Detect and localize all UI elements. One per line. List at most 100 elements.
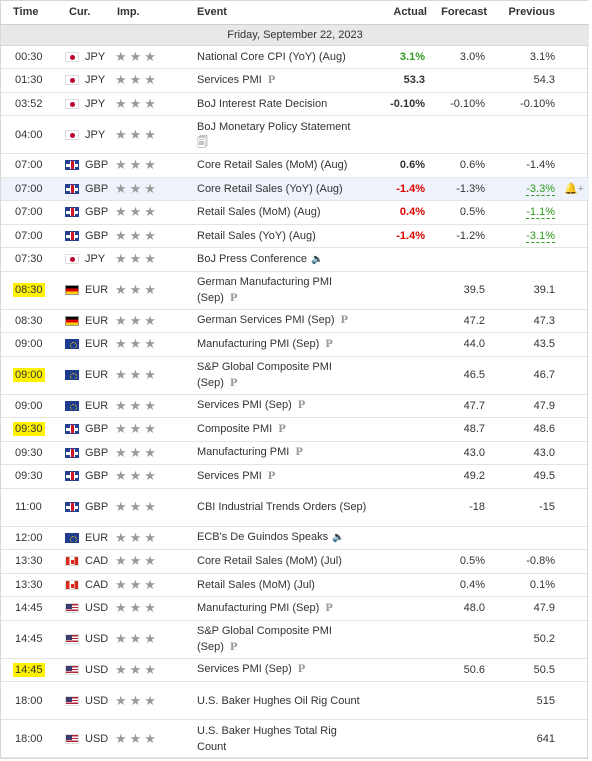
header-time[interactable]: Time: [1, 1, 57, 25]
table-row[interactable]: 03:52 JPY ★★★ BoJ Interest Rate Decision…: [1, 92, 589, 116]
forecast-value: 49.2: [433, 464, 493, 489]
table-row[interactable]: 07:00 GBP ★★★ Core Retail Sales (MoM) (A…: [1, 153, 589, 178]
event-link[interactable]: Retail Sales (MoM) (Jul): [197, 578, 315, 591]
table-row[interactable]: 09:00 EUR ★★★ S&P Global Composite PMI (…: [1, 356, 589, 395]
header-previous[interactable]: Previous: [493, 1, 559, 25]
event-time: 07:00: [15, 159, 43, 172]
event-time: 04:00: [15, 128, 43, 141]
event-link[interactable]: Services PMI (Sep): [197, 399, 292, 412]
event-time: 09:00: [13, 368, 45, 382]
uk-flag-icon: [65, 424, 79, 435]
importance-stars-icon: ★★★: [115, 468, 159, 484]
event-link[interactable]: Services PMI (Sep): [197, 663, 292, 676]
add-alert-icon[interactable]: 🔔+: [563, 183, 585, 196]
table-row[interactable]: 07:30 JPY ★★★ BoJ Press Conference 🔈: [1, 247, 589, 272]
event-link[interactable]: BoJ Interest Rate Decision: [197, 97, 328, 110]
header-importance[interactable]: Imp.: [115, 1, 195, 25]
canada-flag-icon: [65, 579, 79, 590]
event-link[interactable]: Services PMI: [197, 73, 262, 86]
event-link[interactable]: S&P Global Composite PMI (Sep): [197, 624, 332, 653]
table-row[interactable]: 18:00 USD ★★★ U.S. Baker Hughes Oil Rig …: [1, 681, 589, 720]
forecast-value: [433, 68, 493, 93]
importance-stars-icon: ★★★: [115, 444, 159, 460]
importance-stars-icon: ★★★: [115, 600, 159, 616]
previous-value: [493, 526, 559, 550]
currency-code: USD: [85, 694, 109, 707]
date-label: Friday, September 22, 2023: [1, 24, 589, 46]
event-link[interactable]: S&P Global Composite PMI (Sep): [197, 360, 332, 389]
event-link[interactable]: German Manufacturing PMI (Sep): [197, 275, 333, 304]
event-link[interactable]: Manufacturing PMI (Sep): [197, 601, 320, 614]
previous-value: 49.5: [493, 464, 559, 489]
japan-flag-icon: [65, 98, 79, 109]
actual-value: [369, 719, 433, 758]
table-row[interactable]: 11:00 GBP ★★★ CBI Industrial Trends Orde…: [1, 488, 589, 527]
table-row[interactable]: 09:00 EUR ★★★ Services PMI (Sep) P 47.7 4…: [1, 394, 589, 418]
preliminary-icon: P: [325, 338, 333, 350]
event-link[interactable]: U.S. Baker Hughes Oil Rig Count: [197, 694, 360, 707]
table-row[interactable]: 07:00 GBP ★★★ Retail Sales (YoY) (Aug) -…: [1, 224, 589, 248]
actual-value: [369, 596, 433, 621]
table-row[interactable]: 13:30 CAD ★★★ Core Retail Sales (MoM) (J…: [1, 549, 589, 574]
forecast-value: [433, 526, 493, 550]
event-link[interactable]: Retail Sales (MoM) (Aug): [197, 206, 321, 219]
header-event[interactable]: Event: [195, 1, 369, 25]
event-time: 18:00: [15, 732, 43, 745]
header-alert: [559, 1, 589, 25]
event-link[interactable]: U.S. Baker Hughes Total Rig Count: [197, 724, 337, 753]
event-link[interactable]: Core Retail Sales (MoM) (Aug): [197, 159, 348, 172]
previous-value: 54.3: [493, 68, 559, 93]
table-row[interactable]: 09:30 GBP ★★★ Composite PMI P 48.7 48.6: [1, 417, 589, 442]
header-currency[interactable]: Cur.: [57, 1, 115, 25]
event-link[interactable]: German Services PMI (Sep): [197, 314, 335, 327]
table-row[interactable]: 09:30 GBP ★★★ Services PMI P 49.2 49.5: [1, 464, 589, 489]
table-row[interactable]: 14:45 USD ★★★ S&P Global Composite PMI (…: [1, 620, 589, 659]
event-link[interactable]: Manufacturing PMI (Sep): [197, 337, 320, 350]
table-row[interactable]: 13:30 CAD ★★★ Retail Sales (MoM) (Jul) 0…: [1, 573, 589, 597]
actual-value: [369, 417, 433, 442]
table-row[interactable]: 01:30 JPY ★★★ Services PMI P 53.3 54.3: [1, 68, 589, 93]
forecast-value: 0.6%: [433, 153, 493, 178]
table-row[interactable]: 07:00 GBP ★★★ Core Retail Sales (YoY) (A…: [1, 177, 589, 201]
event-link[interactable]: ECB's De Guindos Speaks: [197, 531, 329, 544]
event-link[interactable]: CBI Industrial Trends Orders (Sep): [197, 501, 367, 513]
table-row[interactable]: 09:30 GBP ★★★ Manufacturing PMI P 43.0 43…: [1, 441, 589, 465]
table-row[interactable]: 04:00 JPY ★★★ BoJ Monetary Policy Statem…: [1, 115, 589, 154]
table-row[interactable]: 14:45 USD ★★★ Services PMI (Sep) P 50.6 5…: [1, 658, 589, 682]
previous-value: 50.2: [493, 620, 559, 659]
actual-value: [369, 115, 433, 154]
table-row[interactable]: 07:00 GBP ★★★ Retail Sales (MoM) (Aug) 0…: [1, 200, 589, 225]
event-time: 09:30: [13, 422, 45, 437]
event-link[interactable]: National Core CPI (YoY) (Aug): [197, 50, 346, 63]
header-forecast[interactable]: Forecast: [433, 1, 493, 25]
event-link[interactable]: Composite PMI: [197, 422, 273, 435]
event-link[interactable]: Services PMI: [197, 469, 262, 482]
forecast-value: [433, 681, 493, 720]
event-link[interactable]: Core Retail Sales (MoM) (Jul): [197, 555, 342, 568]
speaker-icon: 🔈: [332, 532, 345, 544]
event-link[interactable]: Core Retail Sales (YoY) (Aug): [197, 182, 343, 195]
event-link[interactable]: BoJ Monetary Policy Statement: [197, 120, 351, 133]
forecast-value: 0.5%: [433, 549, 493, 574]
uk-flag-icon: [65, 447, 79, 458]
table-row[interactable]: 18:00 USD ★★★ U.S. Baker Hughes Total Ri…: [1, 719, 589, 758]
event-link[interactable]: Retail Sales (YoY) (Aug): [197, 229, 316, 242]
table-row[interactable]: 08:30 EUR ★★★ German Manufacturing PMI (…: [1, 271, 589, 310]
previous-value: 47.9: [493, 596, 559, 621]
table-row[interactable]: 09:00 EUR ★★★ Manufacturing PMI (Sep) P 4…: [1, 332, 589, 357]
event-time: 07:00: [15, 206, 43, 219]
actual-value: -1.4%: [369, 224, 433, 248]
table-row[interactable]: 00:30 JPY ★★★ National Core CPI (YoY) (A…: [1, 45, 589, 69]
table-row[interactable]: 14:45 USD ★★★ Manufacturing PMI (Sep) P 4…: [1, 596, 589, 621]
event-link[interactable]: BoJ Press Conference: [197, 252, 308, 265]
header-actual[interactable]: Actual: [369, 1, 433, 25]
table-row[interactable]: 12:00 EUR ★★★ ECB's De Guindos Speaks 🔈: [1, 526, 589, 550]
event-time: 14:45: [15, 633, 43, 645]
table-row[interactable]: 08:30 EUR ★★★ German Services PMI (Sep) P…: [1, 309, 589, 333]
uk-flag-icon: [65, 207, 79, 218]
importance-stars-icon: ★★★: [115, 730, 159, 746]
uk-flag-icon: [65, 230, 79, 241]
event-link[interactable]: Manufacturing PMI: [197, 446, 290, 459]
actual-value: [369, 332, 433, 357]
